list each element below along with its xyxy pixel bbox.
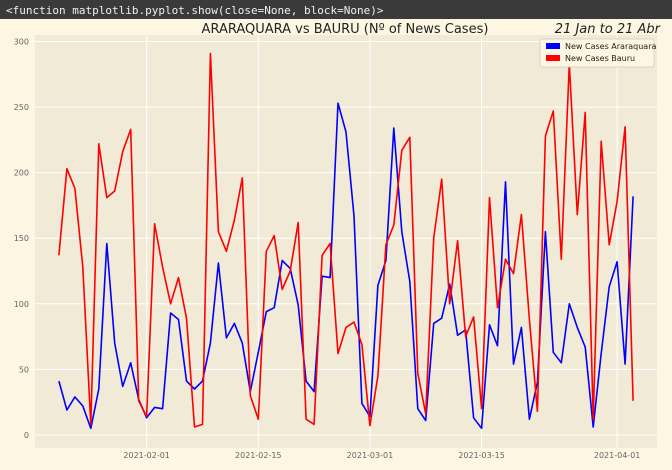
y-tick-label: 0 [24,431,29,440]
plot-area [35,35,657,448]
date-range-caption: 21 Jan to 21 Abr [555,22,662,37]
series-line-araraquara [58,102,634,430]
series-line-bauru [58,52,634,428]
legend-label: New Cases Bauru [565,54,635,63]
y-tick-label: 150 [14,234,29,243]
y-tick-label: 50 [19,365,29,374]
x-tick-label: 2021-02-15 [235,451,282,460]
x-tick-label: 2021-03-15 [458,451,505,460]
x-axis-ticks: 2021-02-01 2021-02-15 2021-03-01 2021-03-15… [123,451,640,460]
legend-label: New Cases Araraquara [565,42,656,51]
chart-legend: New Cases Araraquara New Cases Bauru [539,38,656,68]
console-output-line: <function matplotlib.pyplot.show(close=N… [6,4,384,17]
legend-swatch [546,55,560,61]
grid-lines [35,35,657,448]
y-axis-ticks: 0 50 100 150 200 250 300 [14,38,29,440]
series-lines [58,52,634,430]
y-tick-label: 100 [14,300,29,309]
chart-title: ARARAQUARA vs BAURU (Nº of News Cases) [202,22,489,37]
legend-swatch [546,43,560,49]
y-tick-label: 300 [14,38,29,47]
y-tick-label: 250 [14,103,29,112]
legend-box [539,38,655,68]
x-tick-label: 2021-03-01 [347,451,394,460]
x-tick-label: 2021-02-01 [123,451,170,460]
x-tick-label: 2021-04-01 [594,451,641,460]
y-tick-label: 200 [14,169,29,178]
